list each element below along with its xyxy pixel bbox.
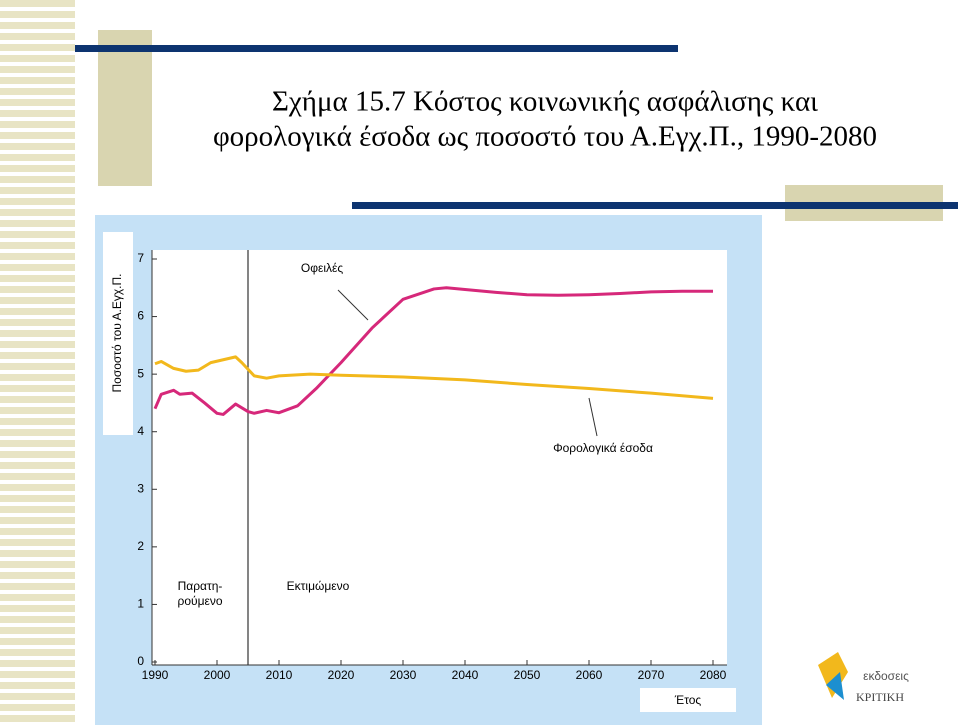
plot-area (152, 250, 727, 665)
x-tick-label: 2040 (452, 668, 479, 682)
y-tick-label: 1 (137, 597, 144, 611)
x-tick-label: 2050 (514, 668, 541, 682)
logo-mark (818, 652, 848, 698)
x-tick-label: 1990 (142, 668, 169, 682)
y-tick-label: 3 (137, 481, 144, 495)
x-tick-label: 2000 (204, 668, 231, 682)
slide-title: φορολογικά έσοδα ως ποσοστό του Α.Εγχ.Π.… (213, 121, 877, 153)
y-tick-label: 4 (137, 424, 144, 438)
y-tick-label: 7 (137, 251, 144, 265)
decor-line (75, 45, 678, 52)
series-line (153, 286, 713, 416)
x-tick-label: 2020 (328, 668, 355, 682)
series-label: Οφειλές (301, 261, 343, 275)
x-tick-label: 2010 (266, 668, 293, 682)
xlabel-box (640, 688, 736, 712)
y-axis-label: Ποσοστό του Α.Εγχ.Π. (110, 273, 124, 392)
x-tick-label: 2070 (638, 668, 665, 682)
x-tick-label: 2080 (700, 668, 727, 682)
x-tick-label: 2060 (576, 668, 603, 682)
annotation: ρούμενο (178, 594, 223, 608)
x-axis-label: Έτος (674, 693, 702, 707)
slide-title: Σχήμα 15.7 Κόστος κοινωνικής ασφάλισης κ… (272, 86, 818, 118)
y-tick-label: 5 (137, 366, 144, 380)
logo-mark (826, 672, 844, 700)
decor-line (352, 202, 958, 209)
logo-text: ΚΡΙΤΙΚΗ (856, 690, 904, 704)
x-tick-label: 2030 (390, 668, 417, 682)
leader-line (588, 397, 598, 437)
logo: εκδοσεις ΚΡΙΤΙΚΗ (818, 652, 909, 704)
y-tick-label: 2 (137, 539, 144, 553)
series-label: Φορολογικά έσοδα (553, 441, 653, 455)
y-tick-label: 6 (137, 309, 144, 323)
stripe-decoration (0, 0, 75, 725)
leader-line (337, 289, 369, 321)
annotation: Εκτιμώμενο (287, 579, 350, 593)
decor-block (98, 30, 152, 186)
annotation: Παρατη- (178, 579, 223, 593)
logo-text: εκδοσεις (863, 669, 909, 683)
y-tick-label: 0 (137, 654, 144, 668)
series-line (154, 355, 714, 400)
ylabel-box (103, 232, 133, 435)
